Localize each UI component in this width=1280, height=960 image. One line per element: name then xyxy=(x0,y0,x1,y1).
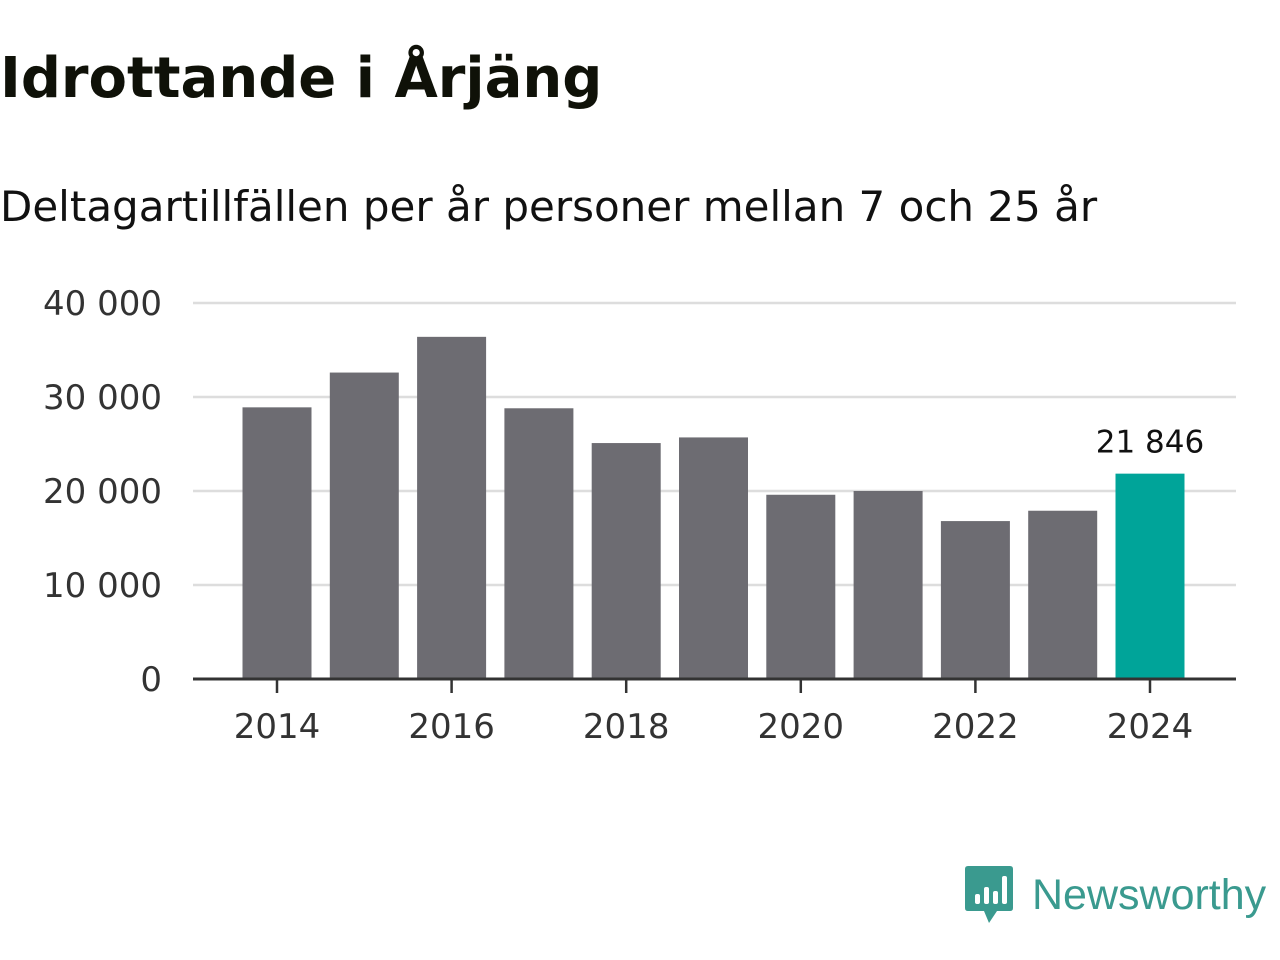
bar-2017 xyxy=(504,408,574,679)
y-tick-label-10000: 10 000 xyxy=(43,566,162,606)
data-label-2024: 21 846 xyxy=(1096,425,1204,461)
bars xyxy=(242,336,1185,679)
bar-2021 xyxy=(853,491,923,679)
labels: 0 10 000 20 000 30 000 40 000 2014 2016 2018 202… xyxy=(43,284,1204,747)
y-tick-label-20000: 20 000 xyxy=(43,472,162,512)
logo-text: Newsworthy xyxy=(1032,871,1267,919)
bar-2024 xyxy=(1115,473,1185,679)
bar-2023 xyxy=(1028,510,1098,679)
y-tick-label-30000: 30 000 xyxy=(43,378,162,418)
x-tick-label-2020: 2020 xyxy=(758,707,845,747)
chart-subtitle: Deltagartillfällen per år personer mella… xyxy=(0,182,1098,231)
x-tick-label-2022: 2022 xyxy=(932,707,1019,747)
bar-2016 xyxy=(417,336,487,679)
y-tick-label-0: 0 xyxy=(140,660,162,700)
y-tick-label-40000: 40 000 xyxy=(43,284,162,324)
x-tick-label-2018: 2018 xyxy=(583,707,670,747)
bar-2018 xyxy=(591,443,661,679)
bar-chart-pin-icon xyxy=(965,866,1013,923)
bar-2019 xyxy=(679,437,748,679)
newsworthy-logo: Newsworthy xyxy=(964,864,1266,926)
x-tick-label-2024: 2024 xyxy=(1107,707,1194,747)
bar-2015 xyxy=(329,372,399,679)
bar-2014 xyxy=(242,407,312,679)
bar-2020 xyxy=(766,494,836,679)
chart-title: Idrottande i Årjäng xyxy=(0,46,603,111)
x-tick-label-2016: 2016 xyxy=(408,707,495,747)
x-axis xyxy=(193,677,1236,693)
bar-2022 xyxy=(940,521,1010,679)
x-tick-label-2014: 2014 xyxy=(234,707,321,747)
